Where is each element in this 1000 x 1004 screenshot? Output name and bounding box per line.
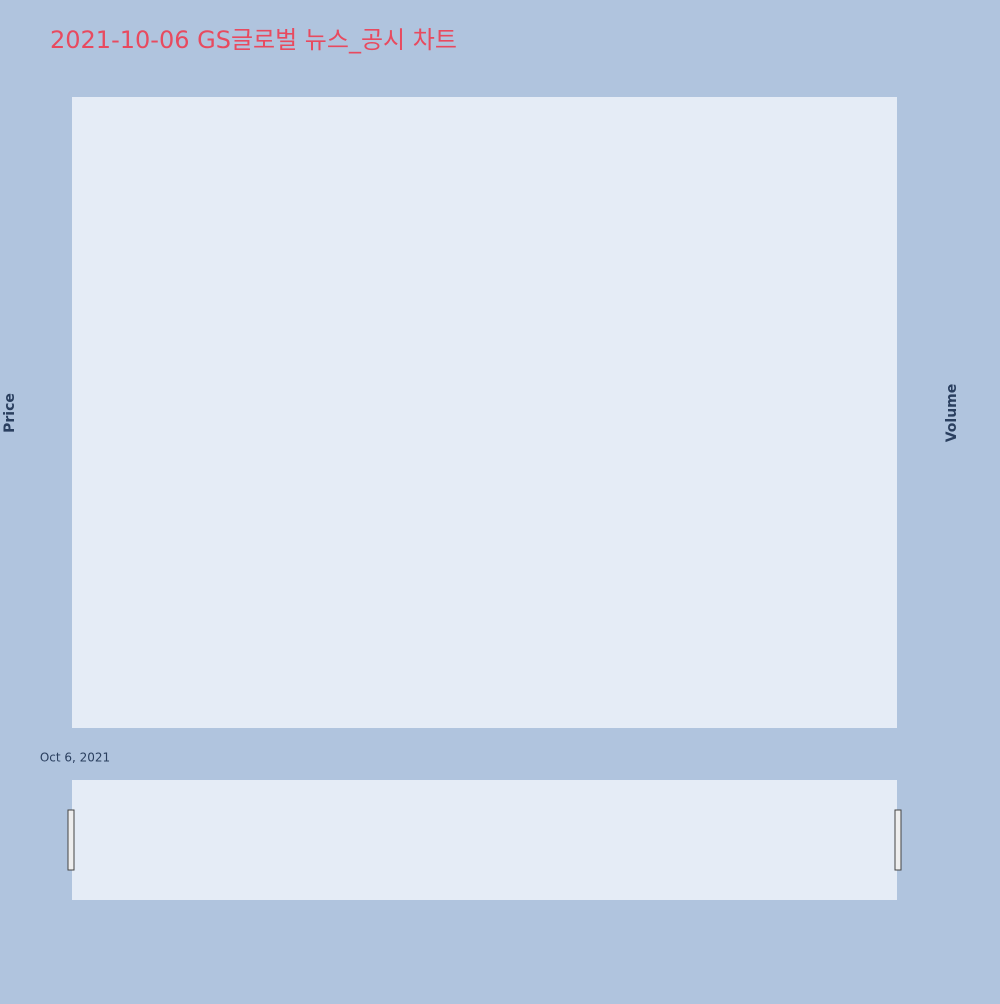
slider-handle[interactable]: [67, 809, 75, 871]
range-slider[interactable]: [72, 780, 897, 900]
y-axis-title: Price: [2, 393, 18, 433]
x-date-label: Oct 6, 2021: [40, 751, 110, 765]
plot-area: [72, 97, 897, 728]
y2-axis-title: Volume: [944, 384, 960, 443]
chart-title: 2021-10-06 GS글로벌 뉴스_공시 차트: [50, 26, 457, 54]
slider-handle[interactable]: [894, 809, 902, 871]
